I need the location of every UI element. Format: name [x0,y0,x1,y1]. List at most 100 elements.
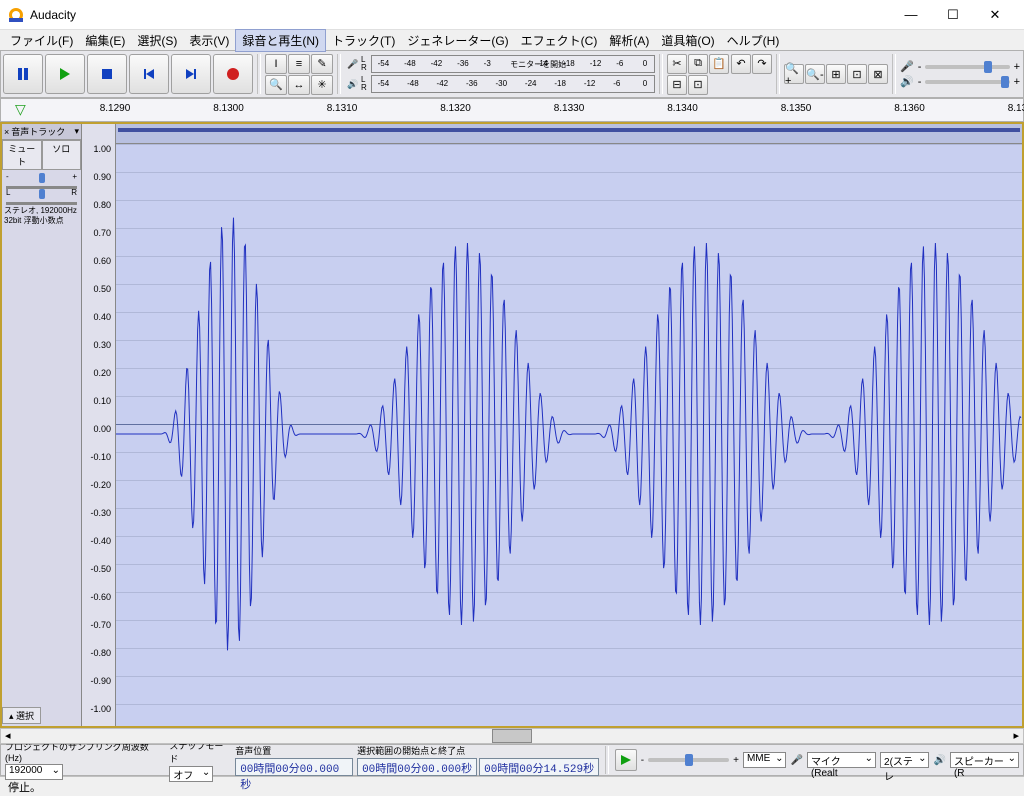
zoom-tool[interactable]: 🔍 [265,75,287,95]
pos-label: 音声位置 [235,744,353,757]
record-meter[interactable]: 🎤 LR -54-48-42-36-3モニターを開始-14-18-12-60 🔊… [345,54,655,94]
rec-device-select[interactable]: マイク (Realt [807,752,876,768]
gain-slider[interactable]: -+ [6,172,77,186]
mute-button[interactable]: ミュート [2,140,42,170]
playhead-marker-icon[interactable]: ▽ [15,101,26,118]
overview-strip[interactable] [116,124,1022,144]
speaker-icon: 🔊 [933,755,945,766]
trim-button[interactable]: ⊟ [667,75,687,95]
stop-button[interactable] [87,54,127,94]
track-name: 音声トラック [11,125,65,138]
close-button[interactable]: ✕ [974,1,1016,29]
zoom-toggle-button[interactable]: ⊠ [868,64,888,84]
meter-lr: LR [361,76,371,92]
solo-button[interactable]: ソロ [42,140,82,170]
titlebar: Audacity — ☐ ✕ [0,0,1024,30]
mic-icon: 🎤 [900,60,914,73]
separator [257,54,261,94]
separator [659,54,663,94]
main-area: × 音声トラック ▾ ミュート ソロ -+ LR ステレオ, 192000Hz … [0,122,1024,728]
pan-slider[interactable]: LR [6,188,77,202]
copy-button[interactable]: ⧉ [688,54,708,74]
selection-tool[interactable]: I [265,54,287,74]
menu-tools[interactable]: 道具箱(O) [655,30,720,51]
app-logo-icon [8,7,24,23]
track-control-panel: × 音声トラック ▾ ミュート ソロ -+ LR ステレオ, 192000Hz … [2,124,82,726]
selection-toolbar: プロジェクトのサンプリング周波数 (Hz) 192000 スナップモード オフ … [0,744,1024,776]
fit-project-button[interactable]: ⊡ [847,64,867,84]
snap-select[interactable]: オフ [169,766,213,782]
track-menu-button[interactable]: × 音声トラック ▾ [2,124,81,140]
silence-button[interactable]: ⊡ [688,75,708,95]
zoom-tools: 🔍+ 🔍- ⊞ ⊡ ⊠ [784,64,888,84]
horizontal-scrollbar[interactable]: ◂ ▸ [0,728,1024,744]
rec-volume-slider[interactable]: 🎤-+ [900,60,1020,73]
mic-icon: 🎤 [345,59,361,70]
pause-button[interactable] [3,54,43,94]
skip-start-button[interactable] [129,54,169,94]
play-button[interactable] [45,54,85,94]
rec-meter-scale[interactable]: -54-48-42-36-3モニターを開始-14-18-12-60 [371,55,655,73]
close-track-icon[interactable]: × [4,127,9,137]
selection-end[interactable]: 00時間00分14.529秒 [479,758,599,776]
timeline-ruler[interactable]: ▽ 8.12908.13008.13108.13208.13308.13408.… [0,98,1024,122]
toolbar: I ≡ ✎ 🔍 ↔ ✳ 🎤 LR -54-48-42-36-3モニターを開始-1… [0,50,1024,98]
menu-generate[interactable]: ジェネレーター(G) [401,30,514,51]
collapse-icon: ▴ [9,711,14,721]
menu-edit[interactable]: 編集(E) [79,30,131,51]
selection-start[interactable]: 00時間00分00.000秒 [357,758,477,776]
menu-file[interactable]: ファイル(F) [4,30,79,51]
status-text: 停止。 [8,782,41,794]
fit-selection-button[interactable]: ⊞ [826,64,846,84]
mic-icon: 🎤 [790,755,802,766]
menu-help[interactable]: ヘルプ(H) [721,30,786,51]
envelope-tool[interactable]: ≡ [288,54,310,74]
audio-position[interactable]: 00時間00分00.000秒 [235,758,353,776]
scroll-right-icon[interactable]: ▸ [1013,729,1019,742]
menu-analyze[interactable]: 解析(A) [603,30,655,51]
menu-record[interactable]: 録音と再生(N) [235,29,326,52]
rec-channels-select[interactable]: 2(ステレ [880,752,929,768]
speaker-icon: 🔊 [345,79,361,90]
scroll-left-icon[interactable]: ◂ [5,729,11,742]
menu-select[interactable]: 選択(S) [131,30,183,51]
menubar: ファイル(F) 編集(E) 選択(S) 表示(V) 録音と再生(N) トラック(… [0,30,1024,50]
host-select[interactable]: MME [743,752,787,768]
zoom-in-button[interactable]: 🔍+ [784,64,804,84]
menu-effect[interactable]: エフェクト(C) [515,30,604,51]
play-volume-slider[interactable]: 🔊-+ [900,75,1020,88]
separator [605,746,609,774]
undo-tools: ↶ ↷ [731,54,772,95]
undo-button[interactable]: ↶ [731,54,751,74]
multi-tool[interactable]: ✳ [311,75,333,95]
vertical-scale[interactable]: 1.000.900.800.700.600.500.400.300.200.10… [82,124,116,726]
play-device-select[interactable]: スピーカー (R [950,752,1019,768]
window-title: Audacity [30,8,890,22]
zoom-out-button[interactable]: 🔍- [805,64,825,84]
menu-track[interactable]: トラック(T) [326,30,401,51]
paste-button[interactable]: 📋 [709,54,729,74]
scrollbar-thumb[interactable] [492,729,532,743]
volume-sliders: 🎤-+ 🔊-+ [900,60,1020,88]
tool-grid: I ≡ ✎ 🔍 ↔ ✳ [265,54,333,95]
track-select-button[interactable]: ▴ 選択 [2,707,41,724]
redo-button[interactable]: ↷ [752,54,772,74]
speaker-icon: 🔊 [900,75,914,88]
waveform-display[interactable] [116,124,1022,726]
project-rate-select[interactable]: 192000 [5,764,63,780]
edit-tools: ✂ ⧉ 📋 ⊟ ⊡ [667,54,729,95]
playback-speed-slider[interactable]: -+ [641,755,739,766]
skip-end-button[interactable] [171,54,211,94]
play-at-speed-button[interactable] [615,749,637,771]
record-button[interactable] [213,54,253,94]
minimize-button[interactable]: — [890,1,932,29]
menu-view[interactable]: 表示(V) [183,30,235,51]
maximize-button[interactable]: ☐ [932,1,974,29]
cut-button[interactable]: ✂ [667,54,687,74]
draw-tool[interactable]: ✎ [311,54,333,74]
transport-controls [3,54,253,94]
wave-area: 1.000.900.800.700.600.500.400.300.200.10… [82,124,1022,726]
play-meter-scale[interactable]: -54-48-42-36-30-24-18-12-60 [371,75,655,93]
timeshift-tool[interactable]: ↔ [288,75,310,95]
meter-lr: LR [361,56,371,72]
